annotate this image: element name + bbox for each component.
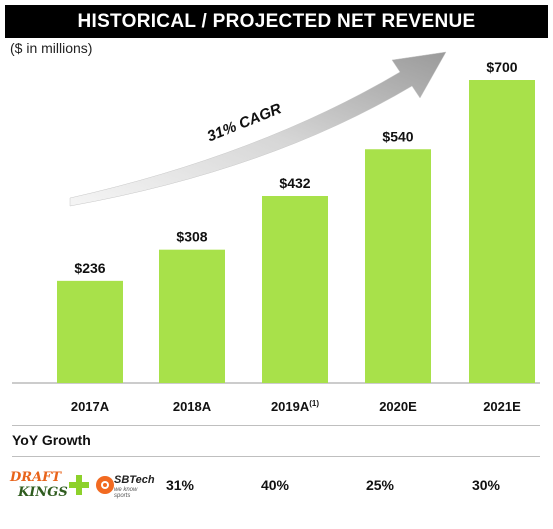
x-tick-label-2021E: 2021E: [483, 399, 521, 414]
yoy-growth-label: YoY Growth: [12, 432, 91, 448]
x-tick-label-2020E: 2020E: [379, 399, 417, 414]
units-label: ($ in millions): [10, 40, 93, 56]
x-tick-label-2019A: 2019A(1): [271, 399, 319, 414]
yoy-top-divider: [12, 425, 540, 426]
value-label-2019A: $432: [279, 175, 310, 191]
sbtech-mark-icon: [96, 476, 114, 494]
x-tick-label-2017A: 2017A: [71, 399, 110, 414]
value-label-2017A: $236: [74, 260, 105, 276]
yoy-divider: [12, 456, 540, 457]
x-tick-label-2018A: 2018A: [173, 399, 212, 414]
bar-2019A: [262, 196, 328, 383]
bar-2017A: [57, 280, 123, 383]
yoy-value-2021: 30%: [471, 477, 501, 493]
value-label-2020E: $540: [382, 128, 413, 144]
value-label-2021E: $700: [486, 59, 517, 75]
sbtech-logo: SBTech: [114, 474, 155, 486]
yoy-value-2019: 40%: [260, 477, 290, 493]
draftkings-logo-top: DRAFT: [10, 470, 62, 485]
draftkings-logo-bottom: KINGS: [18, 485, 68, 500]
draftkings-logo: DRAFT KINGS: [10, 470, 68, 506]
yoy-value-2020: 25%: [365, 477, 395, 493]
bar-chart: 31% CAGR $2362017A$3082018A$4322019A(1)$…: [12, 51, 540, 414]
footnote-marker: (1): [309, 399, 319, 408]
value-label-2018A: $308: [176, 229, 207, 245]
plus-icon: [68, 474, 90, 496]
bar-2018A: [159, 249, 225, 383]
bar-2020E: [365, 149, 431, 383]
bar-2021E: [469, 80, 535, 383]
chart-title: HISTORICAL / PROJECTED NET REVENUE: [5, 5, 548, 38]
yoy-value-2018: 31%: [165, 477, 195, 493]
sbtech-tagline: we know sports: [114, 487, 138, 499]
company-logos: DRAFT KINGS SBTech we know sports: [10, 470, 155, 506]
